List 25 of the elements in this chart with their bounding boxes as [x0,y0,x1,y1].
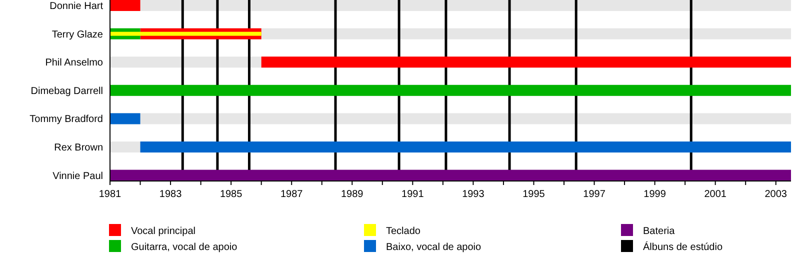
x-tick-label: 1995 [522,189,546,200]
y-tick-label: Dimebag Darrell [30,86,103,97]
y-tick-label: Vinnie Paul [52,170,103,182]
legend-label: Guitarra, vocal de apoio [131,242,238,253]
x-tick-label: 1983 [159,189,182,200]
y-tick-label: Rex Brown [54,142,103,154]
x-tick-label: 1997 [583,189,606,200]
legend-label: Álbuns de estúdio [643,241,723,253]
x-tick-label: 1999 [644,189,666,200]
x-tick-label: 2003 [764,189,788,200]
x-tick-label: 1989 [341,189,364,200]
x-tick-label: 2001 [704,189,727,200]
y-tick-label: Terry Glaze [52,29,104,40]
legend-label: Baixo, vocal de apoio [386,242,482,253]
x-tick-label: 1985 [220,189,243,200]
legend-label: Teclado [386,226,421,237]
x-tick-label: 1987 [280,189,304,200]
legend-label: Vocal principal [131,226,196,237]
y-tick-label: Tommy Bradford [30,114,103,126]
x-tick-label: 1981 [98,189,122,200]
x-tick-label: 1991 [402,189,424,200]
x-tick-label: 1993 [462,189,485,200]
y-tick-label: Phil Anselmo [45,58,104,69]
legend-label: Bateria [643,226,676,237]
y-tick-label: Donnie Hart [50,1,104,12]
